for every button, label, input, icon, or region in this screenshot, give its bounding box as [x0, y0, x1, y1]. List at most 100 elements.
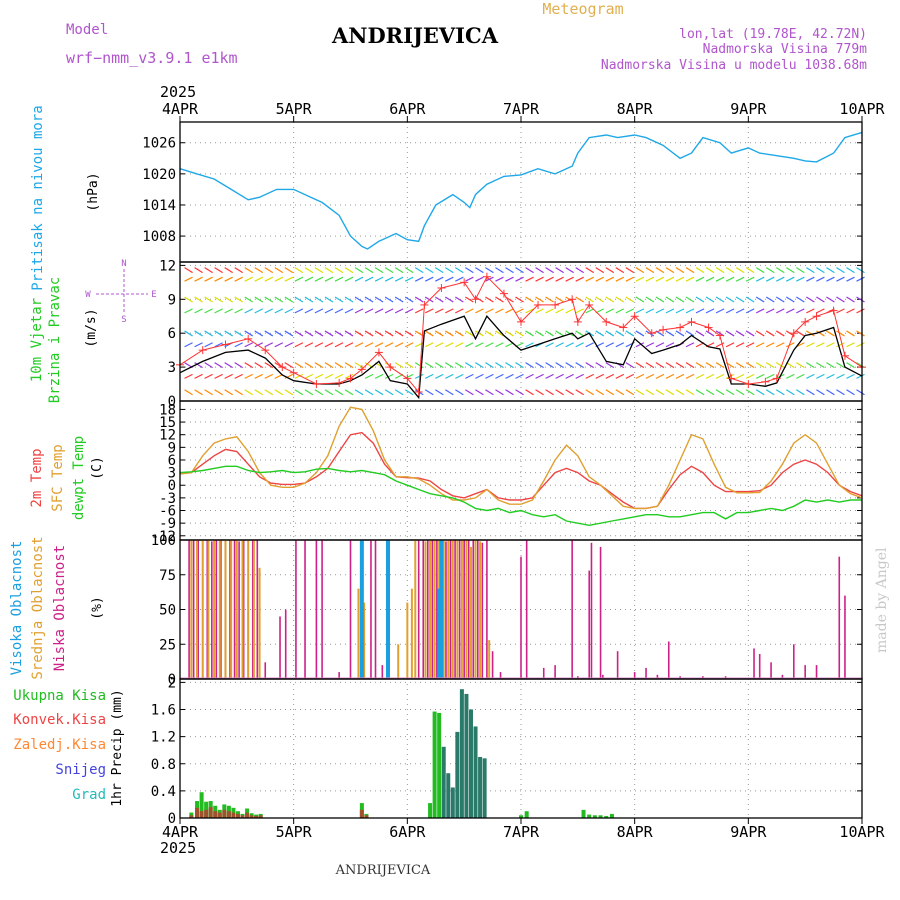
wind-arrow: [485, 373, 494, 379]
wind-arrow: [816, 389, 825, 396]
y-tick-label: 0: [168, 672, 176, 688]
wind-arrow: [796, 267, 805, 274]
wind-arrow: [324, 342, 334, 348]
wind-arrow: [715, 342, 725, 348]
wind-arrow: [836, 308, 845, 314]
wind-arrow: [856, 330, 865, 337]
wind-arrow: [705, 267, 715, 274]
wind-arrow: [725, 330, 735, 337]
station-altitude: Nadmorska Visina 779m: [703, 42, 868, 57]
wind-arrow: [455, 373, 464, 379]
cloud-low-bar: [304, 540, 306, 679]
wind-arrow: [806, 267, 815, 274]
wind-arrow: [605, 389, 615, 396]
wind-arrow: [334, 276, 344, 282]
wind-arrow: [816, 276, 825, 282]
cloud-mid-bar: [397, 644, 400, 679]
wind-arrow: [515, 389, 524, 396]
wind-arrow: [846, 330, 855, 337]
wind-arrow: [485, 362, 494, 369]
wind-arrow: [304, 267, 314, 274]
wind-arrow: [675, 389, 685, 396]
precip-frz-label: Zaledj.Kisa: [13, 737, 106, 753]
wind-arrow: [515, 308, 524, 314]
wind-arrow: [625, 276, 635, 282]
wind-arrow: [434, 330, 444, 337]
wind-arrow: [595, 267, 605, 274]
wind-arrow: [685, 342, 695, 348]
wind-arrow: [354, 342, 364, 348]
wind-arrow: [615, 308, 625, 314]
wind-arrow: [655, 308, 665, 314]
wind-arrow: [465, 276, 474, 282]
wind-arrow: [384, 308, 394, 314]
cloud-low-bar: [426, 540, 429, 679]
cloud-mid-bar: [442, 540, 445, 679]
precip-total-bar: [459, 689, 464, 818]
x-label-bottom: 9APR: [730, 823, 767, 841]
wind-arrow: [645, 342, 655, 348]
wind-arrow: [444, 389, 454, 396]
wind-arrow: [485, 296, 494, 303]
precip-total-bar: [609, 813, 614, 818]
cloud-mid-bar: [357, 588, 360, 679]
wind-arrow: [294, 342, 304, 348]
wind-arrow: [735, 389, 745, 396]
wind-arrow: [786, 342, 795, 348]
wind-arrow: [856, 389, 865, 396]
wind-arrow: [314, 342, 324, 348]
wind-arrow: [806, 389, 815, 396]
wind-arrow: [725, 276, 735, 282]
precip-total-bar: [437, 712, 442, 818]
temp-unit: (C): [90, 456, 105, 479]
station-title: ANDRIJEVICA: [331, 23, 499, 48]
wind-arrow: [344, 342, 354, 348]
cloud-low-bar: [481, 542, 484, 679]
pressure-panel: 1008 1014 1020 1026: [142, 121, 863, 263]
wind-label-1: 10m Vjetar: [29, 298, 45, 382]
y-tick-label: 1.2: [151, 730, 176, 746]
wind-arrow: [765, 373, 775, 379]
wind-arrow: [495, 308, 504, 314]
y-tick-label: -12: [151, 529, 176, 545]
wind-arrow: [444, 296, 454, 303]
wind-arrow: [635, 296, 645, 303]
wind-arrow: [695, 308, 705, 314]
x-label-top: 6APR: [389, 100, 426, 118]
wind-arrow: [194, 296, 203, 303]
wind-arrow: [625, 362, 635, 369]
wind-arrow: [585, 267, 595, 274]
wind-arrow: [334, 330, 344, 337]
wind-arrow: [695, 389, 705, 396]
x-label-top: 8APR: [617, 100, 654, 118]
wind-arrow: [545, 342, 554, 348]
wind-arrow: [404, 342, 414, 348]
cloud-low-bar: [770, 662, 772, 679]
wind-arrow: [294, 330, 304, 337]
wind-arrow: [575, 342, 584, 348]
cloud-low-bar: [804, 665, 806, 679]
x-label-top: 5APR: [276, 100, 313, 118]
wind-arrow: [234, 373, 243, 379]
wind-arrow: [715, 296, 725, 303]
wind-arrow: [374, 308, 384, 314]
cloud-low-bar: [256, 540, 259, 679]
wind-arrow: [786, 276, 795, 282]
wind-arrow: [445, 373, 454, 379]
wind-arrow: [655, 296, 665, 303]
cloud-low-bar: [431, 540, 434, 679]
wind-arrow: [445, 308, 454, 314]
cloud-low-bar: [781, 674, 784, 679]
wind-arrow: [455, 267, 464, 274]
wind-arrow: [856, 342, 865, 348]
wind-arrow: [264, 308, 274, 314]
wind-arrow: [725, 373, 735, 379]
wind-arrow: [776, 342, 785, 348]
wind-arrow: [575, 308, 584, 314]
wind-arrow: [555, 362, 564, 369]
wind-arrow: [595, 296, 605, 303]
wind-arrow: [475, 362, 484, 369]
wind-arrow: [374, 389, 384, 396]
wind-arrow: [344, 362, 354, 369]
wind-arrow: [404, 308, 414, 314]
